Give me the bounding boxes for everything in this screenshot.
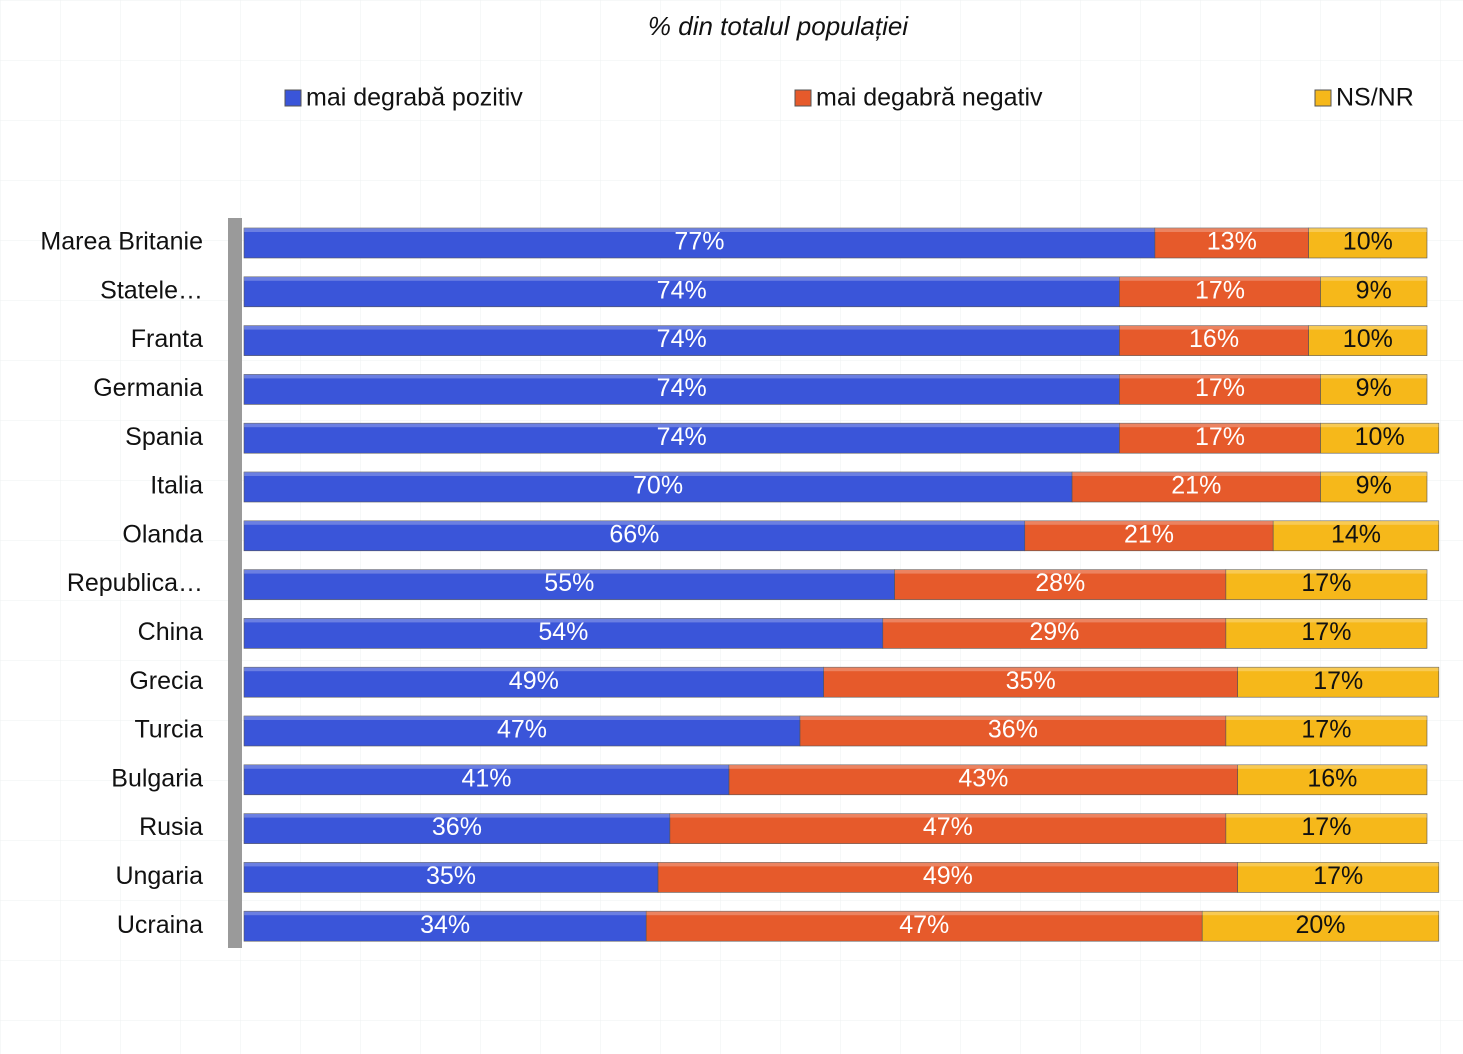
data-label: 66%: [609, 520, 659, 548]
data-label: 29%: [1029, 618, 1079, 646]
data-label: 36%: [988, 716, 1038, 744]
data-label: 17%: [1195, 374, 1245, 402]
data-label: 17%: [1301, 569, 1351, 597]
y-tick-label: Germania: [93, 374, 203, 402]
data-label: 74%: [657, 423, 707, 451]
data-label: 74%: [657, 325, 707, 353]
side-wall: [228, 218, 242, 948]
data-label: 54%: [538, 618, 588, 646]
legend-label: NS/NR: [1336, 84, 1414, 112]
data-label: 47%: [899, 911, 949, 939]
data-label: 9%: [1356, 472, 1392, 500]
data-label: 17%: [1195, 276, 1245, 304]
data-label: 10%: [1343, 228, 1393, 256]
data-label: 35%: [426, 862, 476, 890]
data-label: 21%: [1171, 472, 1221, 500]
data-label: 28%: [1035, 569, 1085, 597]
data-label: 17%: [1301, 618, 1351, 646]
data-label: 35%: [1006, 667, 1056, 695]
y-tick-label: Ungaria: [115, 862, 203, 890]
data-label: 70%: [633, 472, 683, 500]
data-label: 21%: [1124, 520, 1174, 548]
data-label: 36%: [432, 813, 482, 841]
data-label: 77%: [674, 228, 724, 256]
legend-swatch: [285, 90, 301, 106]
y-tick-label: Grecia: [129, 667, 203, 695]
y-tick-label: Marea Britanie: [40, 228, 203, 256]
y-tick-label: Rusia: [139, 813, 203, 841]
y-tick-label: Italia: [150, 472, 203, 500]
data-label: 14%: [1331, 520, 1381, 548]
data-label: 20%: [1295, 911, 1345, 939]
y-tick-label: Ucraina: [117, 911, 203, 939]
data-label: 47%: [497, 716, 547, 744]
data-label: 16%: [1307, 764, 1357, 792]
data-label: 74%: [657, 374, 707, 402]
data-label: 9%: [1356, 276, 1392, 304]
legend-swatch: [1315, 90, 1331, 106]
data-label: 10%: [1343, 325, 1393, 353]
data-label: 47%: [923, 813, 973, 841]
data-label: 49%: [923, 862, 973, 890]
y-tick-label: Olanda: [122, 520, 203, 548]
data-label: 9%: [1356, 374, 1392, 402]
y-tick-label: Bulgaria: [111, 764, 203, 792]
legend-swatch: [795, 90, 811, 106]
data-label: 74%: [657, 276, 707, 304]
chart: % din totalul populației mai degrabă poz…: [0, 0, 1463, 1054]
y-tick-label: Spania: [125, 423, 203, 451]
y-tick-label: Statele…: [100, 276, 203, 304]
data-label: 43%: [958, 764, 1008, 792]
legend-label: mai degabră negativ: [816, 84, 1043, 112]
y-tick-label: Turcia: [134, 716, 203, 744]
chart-title: % din totalul populației: [648, 11, 909, 41]
y-tick-label: China: [138, 618, 203, 646]
data-label: 49%: [509, 667, 559, 695]
data-label: 17%: [1195, 423, 1245, 451]
data-label: 17%: [1301, 813, 1351, 841]
data-label: 10%: [1355, 423, 1405, 451]
legend-label: mai degrabă pozitiv: [306, 84, 523, 112]
data-label: 13%: [1207, 228, 1257, 256]
y-tick-label: Republica…: [67, 569, 203, 597]
data-label: 17%: [1313, 667, 1363, 695]
y-tick-label: Franta: [131, 325, 203, 353]
data-label: 34%: [420, 911, 470, 939]
data-label: 16%: [1189, 325, 1239, 353]
data-label: 17%: [1313, 862, 1363, 890]
data-label: 55%: [544, 569, 594, 597]
data-label: 41%: [461, 764, 511, 792]
data-label: 17%: [1301, 716, 1351, 744]
